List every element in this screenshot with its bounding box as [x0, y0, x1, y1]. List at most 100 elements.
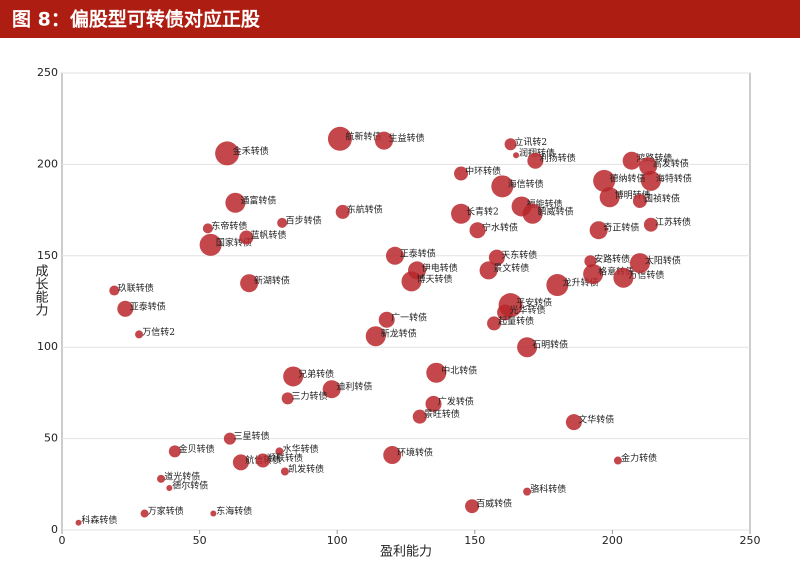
point-label: 亚泰转债	[130, 300, 166, 312]
x-tick-label: 200	[602, 534, 623, 547]
bubble	[522, 203, 543, 224]
point-label: 利扬转债	[540, 152, 576, 164]
point-label: 万信转债	[628, 269, 664, 281]
point-label: 宁水转债	[482, 222, 518, 234]
point-label: 蓝帆转债	[250, 229, 286, 241]
point-label: 金禾转债	[233, 145, 269, 157]
point-label: 三星转债	[234, 430, 270, 442]
bubble	[140, 509, 149, 518]
x-tick-label: 100	[327, 534, 348, 547]
x-axis-label: 盈利能力	[380, 545, 432, 560]
bubble	[135, 330, 144, 339]
point-label: 天东转债	[501, 249, 537, 261]
bubble	[451, 203, 472, 224]
point-label: 正泰转债	[400, 247, 436, 259]
bubble	[240, 274, 259, 293]
bubble	[166, 484, 173, 491]
bubble	[335, 204, 350, 219]
bubble	[487, 316, 502, 331]
point-label: 骆科转债	[530, 483, 566, 495]
point-label: 文华转债	[578, 414, 614, 426]
header-bar	[0, 0, 800, 38]
point-label: 道光转债	[164, 470, 200, 482]
bubble	[412, 409, 427, 424]
bubble	[210, 510, 217, 517]
bubble	[277, 217, 288, 228]
bubble	[469, 222, 486, 239]
point-label: 东海转债	[216, 505, 252, 517]
bubble	[546, 274, 569, 297]
y-tick-label: 150	[37, 249, 58, 262]
y-tick-label: 200	[37, 157, 58, 170]
y-tick-label: 100	[37, 340, 58, 353]
bubble	[322, 380, 341, 399]
bubble	[488, 249, 505, 266]
point-label: 顺联转债	[267, 452, 303, 464]
bubble	[504, 138, 517, 151]
point-label: 三力转债	[291, 390, 327, 402]
bubble	[281, 392, 294, 405]
bubble	[239, 230, 254, 245]
point-label: 海特转债	[656, 172, 692, 184]
bubble	[385, 246, 404, 265]
bubble	[75, 519, 82, 526]
bubble	[640, 170, 661, 191]
bubble	[280, 467, 289, 476]
point-label: 德纳转债	[609, 172, 645, 184]
bubble	[565, 414, 582, 431]
point-label: 光华转债	[509, 304, 545, 316]
bubble	[109, 285, 120, 296]
bubble	[632, 193, 647, 208]
bubble	[583, 264, 604, 285]
point-label: 新龙转债	[381, 328, 417, 340]
x-tick-label: 0	[59, 534, 66, 547]
point-label: 平安转债	[516, 297, 552, 309]
bubble	[497, 304, 514, 321]
point-label: 鹏威转债	[538, 205, 574, 217]
point-label: 景旺转债	[424, 408, 460, 420]
bubble	[426, 362, 447, 383]
point-label: 新湖转债	[254, 275, 290, 287]
bubble	[383, 446, 402, 465]
bubble	[491, 175, 514, 198]
point-label: 通富转债	[240, 194, 276, 206]
bubble	[613, 456, 622, 465]
point-label: 科森转债	[81, 514, 117, 526]
y-axis-label: 成长能力	[33, 264, 49, 317]
point-label: 水华转债	[283, 443, 319, 455]
bubble	[232, 454, 249, 471]
point-label: 国祯转债	[644, 192, 680, 204]
point-label: 德尔转债	[172, 479, 208, 491]
point-label: 润翔转债	[519, 147, 555, 159]
bubble	[589, 221, 608, 240]
point-label: 东帝转债	[211, 220, 247, 232]
point-label: 生益转债	[389, 132, 425, 144]
bubble	[199, 233, 222, 256]
bubble	[454, 166, 469, 181]
bubble	[374, 131, 393, 150]
point-label: 环境转债	[397, 447, 433, 459]
bubble	[465, 499, 480, 514]
point-label: 奇正转债	[603, 222, 639, 234]
point-label: 安路转债	[594, 253, 630, 265]
bubble	[215, 141, 240, 166]
point-label: 博天转债	[417, 273, 453, 285]
bubble	[613, 267, 634, 288]
y-tick-label: 0	[51, 523, 58, 536]
point-label: 广发转债	[438, 395, 474, 407]
bubble	[365, 326, 386, 347]
point-label: 百威转债	[476, 498, 512, 510]
point-label: 中环转债	[465, 165, 501, 177]
bubble	[517, 337, 538, 358]
bubble	[599, 187, 620, 208]
point-label: 海信转债	[508, 178, 544, 190]
bubble	[513, 152, 520, 159]
point-label: 高发转债	[653, 158, 689, 170]
bubble	[378, 311, 395, 328]
x-tick-label: 250	[740, 534, 761, 547]
point-label: 景文转债	[493, 262, 529, 274]
bubble	[523, 487, 532, 496]
x-tick-label: 150	[464, 534, 485, 547]
bubble	[527, 152, 544, 169]
